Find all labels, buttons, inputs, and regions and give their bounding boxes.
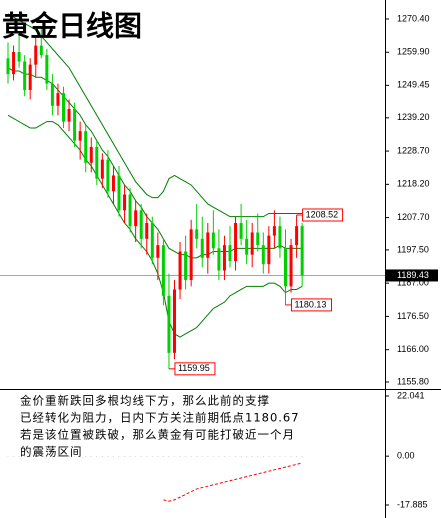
y-tick-label: 1176.50	[397, 311, 429, 321]
candle-body	[50, 83, 54, 106]
candle-body	[123, 194, 127, 211]
candle-body	[278, 226, 282, 249]
candle-body	[206, 232, 210, 258]
annotation-box	[302, 208, 344, 222]
candle-body	[284, 248, 287, 287]
y-tick-label: 1197.50	[397, 244, 429, 254]
candle-body	[134, 210, 138, 227]
annotation-label: 1159.95	[178, 363, 210, 373]
last-price-label: 1189.43	[397, 270, 429, 280]
candle-body	[145, 222, 149, 239]
annotation-label: 1208.52	[306, 209, 339, 219]
band-lower	[7, 114, 303, 338]
candle-body	[78, 131, 82, 141]
y-tick-label: 1259.90	[397, 47, 430, 57]
candle-body	[34, 45, 38, 65]
candle-body	[95, 146, 99, 179]
y-tick-label: 1155.80	[397, 376, 429, 386]
candle-body	[195, 229, 199, 239]
candle-body	[139, 210, 143, 239]
candle-body	[28, 64, 32, 90]
candle-body	[178, 251, 182, 290]
candle-body	[272, 226, 276, 236]
candle-body	[6, 58, 10, 75]
y-tick-label: 1239.20	[397, 112, 430, 122]
candle-body	[128, 194, 132, 227]
y-tick-label: 0.00	[397, 451, 415, 461]
y-tick-label: 1270.40	[397, 13, 430, 23]
candle-body	[289, 245, 293, 287]
candle-body	[295, 226, 299, 246]
note-line: 金价重新跌回多根均线下方，那么此前的支撑	[20, 394, 270, 408]
candle-body	[73, 108, 77, 141]
candle-body	[167, 295, 171, 353]
y-tick-label: 1166.00	[397, 344, 429, 354]
candle-body	[267, 235, 271, 265]
candle-body	[189, 229, 193, 280]
candle-body	[184, 251, 188, 280]
y-tick-label: 1249.45	[397, 80, 430, 90]
candle-body	[89, 146, 93, 163]
annotation-box	[291, 298, 332, 312]
candle-body	[250, 232, 254, 255]
candle-body	[256, 232, 260, 246]
candle-body	[17, 51, 21, 62]
candle-body	[217, 248, 221, 271]
y-tick-label: 1228.70	[397, 145, 430, 155]
candle-body	[117, 175, 121, 211]
annotation-box	[174, 362, 216, 376]
candle-body	[150, 222, 154, 258]
price-panel: 1270.40 1259.90 1249.45 1239.20 1228.70 1218.…	[0, 13, 438, 386]
y-tick-label: 1218.20	[397, 179, 430, 189]
y-tick-label: 22.041	[397, 390, 425, 400]
candle-body	[156, 245, 160, 258]
candle-body	[261, 245, 265, 265]
candle-body	[161, 245, 165, 296]
candle-body	[67, 108, 71, 122]
y-tick-label: 1187.00	[397, 278, 429, 288]
candle-body	[234, 222, 238, 261]
candle-body	[23, 61, 27, 90]
candle-body	[173, 289, 176, 353]
note-line: 已经转化为阻力，日内下方关注前期低点1180.67	[20, 411, 300, 425]
note: 金价重新跌回多根均线下方，那么此前的支撑已经转化为阻力，日内下方关注前期低点11…	[20, 394, 300, 459]
y-tick-label: -17.885	[397, 499, 428, 509]
candle-body	[106, 159, 110, 192]
candle-body	[62, 93, 65, 122]
candle-body	[45, 55, 49, 84]
candle-body	[300, 226, 304, 276]
candle-body	[111, 175, 115, 192]
chart-title: 黄金日线图	[2, 10, 142, 43]
note-line: 的震荡区间	[20, 445, 83, 459]
candle-body	[200, 238, 204, 258]
candle-body	[100, 159, 104, 179]
candle-body	[239, 222, 243, 239]
candle-body	[39, 45, 43, 56]
note-box	[0, 390, 385, 456]
annotation-label: 1180.13	[295, 299, 327, 309]
note-line: 若是该位置被跌破，那么黄金有可能打破近一个月	[20, 428, 295, 442]
candle-body	[56, 93, 60, 106]
candle-body	[211, 232, 215, 249]
candle-body	[222, 245, 226, 271]
last-price-box	[386, 269, 438, 282]
band-upper	[7, 13, 303, 218]
candle-body	[12, 51, 16, 75]
candle-body	[228, 245, 232, 261]
y-tick-label: 1207.70	[397, 212, 430, 222]
signal-line	[163, 462, 303, 502]
candle-body	[245, 238, 249, 255]
candle-body	[84, 131, 88, 163]
